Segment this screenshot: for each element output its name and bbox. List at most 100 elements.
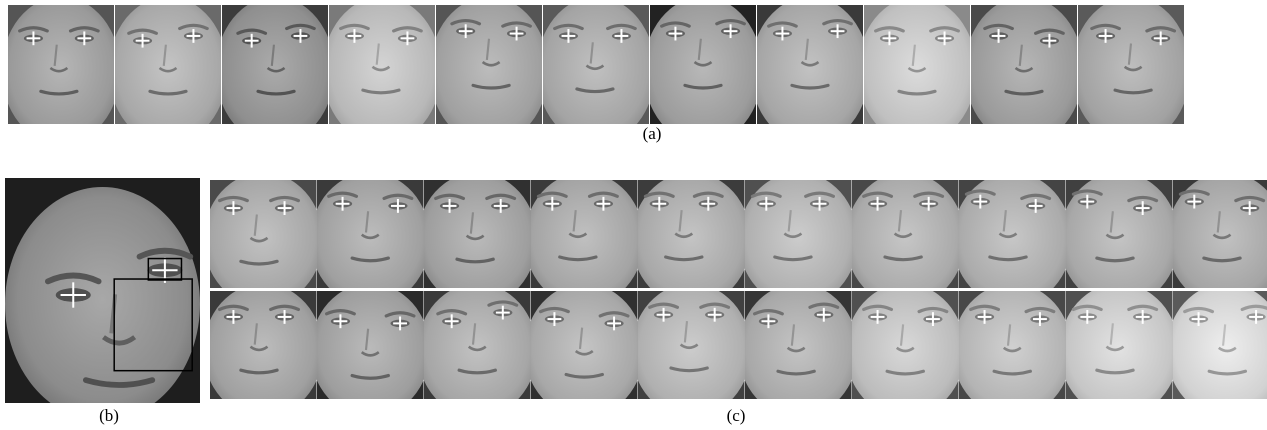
right-eye-marker-icon <box>77 31 92 46</box>
panel-a-face <box>543 5 649 124</box>
panel-a-face <box>115 5 221 124</box>
right-eye-marker-icon <box>277 309 292 324</box>
left-eye-marker-icon <box>1080 309 1095 324</box>
left-eye-marker-icon <box>561 29 576 43</box>
panel-c-face-row1 <box>1173 180 1267 288</box>
left-eye-marker-icon <box>870 196 885 211</box>
panel-c-face-row1 <box>210 180 317 288</box>
panel-c-face-row1 <box>531 180 638 288</box>
panel-a-face <box>8 5 114 124</box>
panel-c-face-row2 <box>1173 291 1267 399</box>
left-eye-marker-icon <box>547 312 562 327</box>
left-eye-marker-icon <box>226 309 241 324</box>
left-eye-marker-icon <box>973 194 988 209</box>
panel-c-face-row2 <box>852 291 959 399</box>
panel-a-face <box>1078 5 1184 124</box>
left-eye-marker-icon <box>226 201 241 216</box>
panel-c-face-row2 <box>210 291 317 399</box>
panel-a-face <box>864 5 970 124</box>
left-eye-marker-icon <box>458 24 473 39</box>
left-eye-marker-icon <box>759 196 774 211</box>
left-eye-marker-icon <box>977 309 992 324</box>
panel-a-face <box>329 5 435 124</box>
right-eye-marker-icon <box>493 198 508 213</box>
panel-c-face-row1 <box>959 180 1066 288</box>
panel-c-face-row2 <box>638 291 745 399</box>
left-eye-marker-icon <box>991 29 1006 43</box>
right-eye-marker-icon <box>723 24 738 39</box>
right-eye-marker-icon <box>509 26 524 41</box>
left-eye-marker-icon <box>335 196 350 211</box>
left-eye-marker-icon <box>1191 312 1206 327</box>
right-eye-marker-icon <box>812 196 827 211</box>
left-eye-marker-icon <box>870 309 885 324</box>
panel-c-face-row1 <box>317 180 424 288</box>
right-eye-marker-icon <box>277 201 292 216</box>
panel-c-face-row1 <box>1066 180 1173 288</box>
right-eye-marker-icon <box>400 31 415 46</box>
right-eye-marker-icon <box>614 29 629 43</box>
left-eye-marker-icon <box>60 282 86 308</box>
right-eye-marker-icon <box>1042 33 1057 48</box>
left-eye-marker-icon <box>656 307 671 322</box>
left-eye-marker-icon <box>333 314 348 329</box>
left-eye-marker-icon <box>761 314 776 329</box>
left-eye-marker-icon <box>882 31 897 46</box>
left-eye-marker-icon <box>652 196 667 211</box>
panel-c-face-row1 <box>745 180 852 288</box>
right-eye-marker-icon <box>1135 201 1150 216</box>
panel-c-face-row2 <box>531 291 638 399</box>
left-eye-marker-icon <box>135 33 150 48</box>
right-eye-marker-icon <box>830 24 845 39</box>
right-eye-marker-icon <box>293 29 308 43</box>
right-eye-marker-icon <box>1249 309 1263 324</box>
left-eye-marker-icon <box>244 33 259 48</box>
right-eye-marker-icon <box>921 196 936 211</box>
panel-a-face <box>222 5 328 124</box>
left-eye-marker-icon <box>347 29 362 43</box>
panel-b-face <box>5 178 200 403</box>
right-eye-marker-icon <box>186 29 201 43</box>
right-eye-marker-icon <box>707 307 722 322</box>
right-eye-marker-icon <box>393 316 407 331</box>
right-eye-marker-icon <box>926 312 940 327</box>
right-eye-marker-icon <box>1033 312 1047 327</box>
panel-c-face-row1 <box>424 180 531 288</box>
left-eye-marker-icon <box>545 196 560 211</box>
right-eye-marker-icon <box>495 305 510 320</box>
panel-c-face-row2 <box>959 291 1066 399</box>
panel-a-face <box>971 5 1077 124</box>
left-eye-marker-icon <box>442 198 457 213</box>
region-detection-box <box>113 278 193 372</box>
right-eye-marker-icon <box>701 196 716 211</box>
right-eye-marker-icon <box>816 307 831 322</box>
right-eye-marker-icon <box>937 31 952 46</box>
right-eye-marker-icon <box>391 198 405 213</box>
panel-c-face-row1 <box>638 180 745 288</box>
left-eye-marker-icon <box>1080 194 1095 209</box>
panel-a-face <box>436 5 542 124</box>
caption-a: (a) <box>642 124 662 143</box>
left-eye-marker-icon <box>444 314 459 329</box>
right-eye-marker-icon <box>596 196 611 211</box>
right-eye-marker-icon <box>1242 201 1257 216</box>
right-eye-marker-icon <box>1153 31 1168 46</box>
left-eye-marker-icon <box>1098 29 1113 43</box>
panel-c-face-row1 <box>852 180 959 288</box>
left-eye-marker-icon <box>26 31 41 46</box>
left-eye-marker-icon <box>775 26 790 41</box>
left-eye-marker-icon <box>668 26 683 41</box>
right-eye-marker-icon <box>607 316 621 331</box>
caption-c: (c) <box>726 406 746 425</box>
left-eye-marker-icon <box>1187 194 1202 209</box>
right-eye-marker-icon <box>1135 309 1150 324</box>
caption-b: (b) <box>99 406 119 425</box>
right-eye-marker-icon <box>1028 198 1043 213</box>
panel-c-face-row2 <box>1066 291 1173 399</box>
panel-a-face <box>757 5 863 124</box>
panel-c-face-row2 <box>424 291 531 399</box>
panel-a-face <box>650 5 756 124</box>
eye-detection-box <box>147 257 183 281</box>
panel-c-face-row2 <box>317 291 424 399</box>
panel-c-face-row2 <box>745 291 852 399</box>
